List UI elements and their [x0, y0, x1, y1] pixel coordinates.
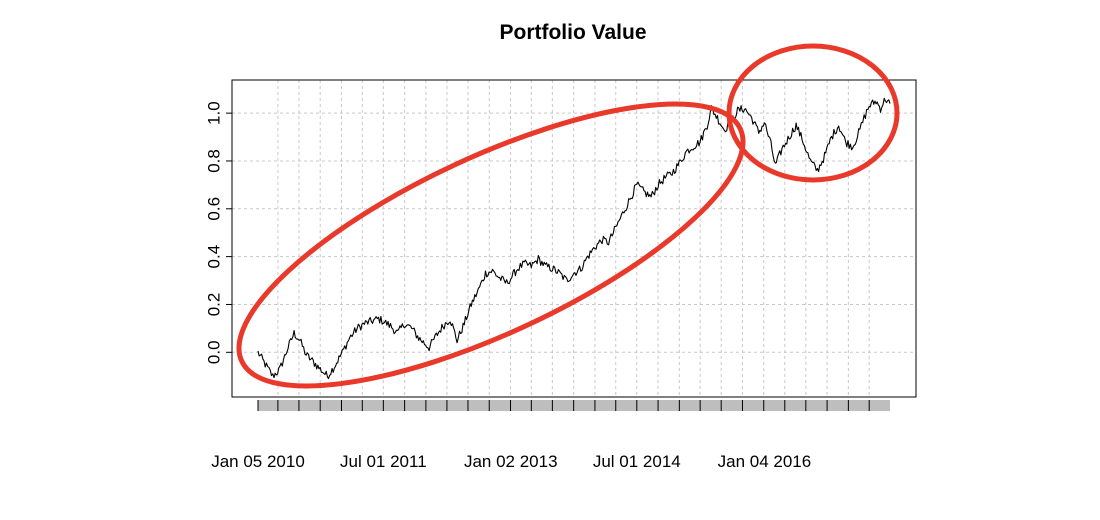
y-tick-label: 0.8: [205, 149, 224, 173]
x-tick-label: Jul 01 2011: [340, 452, 427, 471]
x-tick-label: Jan 04 2016: [718, 452, 812, 471]
chart-title: Portfolio Value: [499, 21, 646, 44]
annotation-ellipse-trend: [236, 101, 746, 389]
series-line: [257, 97, 891, 380]
grid-layer: [232, 80, 916, 397]
x-tick-label: Jan 05 2010: [211, 452, 305, 471]
x-axis-bar: [257, 400, 890, 411]
y-axis: 0.0 0.2 0.4 0.6 0.8 1.0: [205, 101, 232, 364]
y-tick-label: 0.0: [205, 340, 224, 364]
y-tick-label: 0.4: [205, 245, 224, 269]
y-tick-label: 0.2: [205, 293, 224, 317]
y-tick-label: 0.6: [205, 197, 224, 221]
x-tick-label: Jul 01 2014: [593, 452, 681, 471]
annotation-ellipse-plateau: [726, 43, 900, 183]
x-tick-label: Jan 02 2013: [464, 452, 558, 471]
series-layer: [257, 97, 891, 380]
plot-frame: [231, 79, 917, 398]
annotation-layer: [236, 43, 900, 389]
x-axis-labels: Jan 05 2010 Jul 01 2011 Jan 02 2013 Jul 01 …: [211, 452, 811, 471]
y-tick-label: 1.0: [205, 101, 224, 125]
